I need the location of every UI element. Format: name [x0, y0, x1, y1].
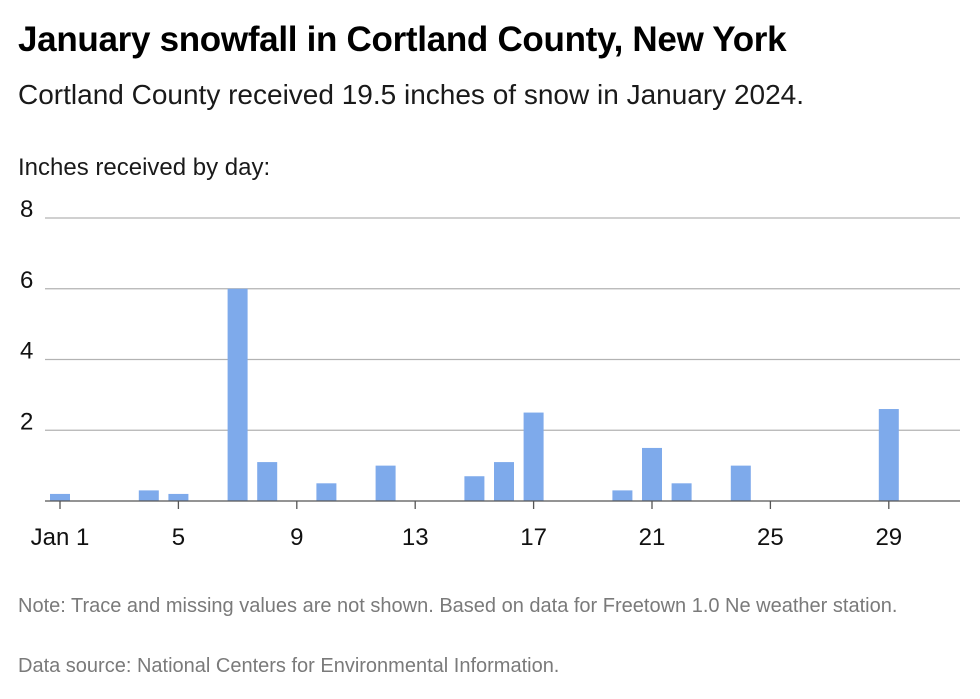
axes: 2 4 6 8 Jan 1 5 9 13 17 21 25 29	[20, 196, 960, 551]
bar-day-21	[642, 447, 662, 501]
bar-day-4	[138, 490, 159, 501]
x-tick-label: 13	[402, 524, 429, 551]
chart-note: Note: Trace and missing values are not s…	[18, 595, 898, 617]
bar-day-5	[168, 493, 189, 501]
bar-day-15	[464, 476, 485, 501]
y-tick-label: 2	[20, 408, 33, 435]
bar-day-1	[50, 493, 70, 501]
bar-day-22	[671, 483, 692, 501]
bar-day-10	[316, 483, 337, 501]
x-tick-label: 29	[875, 524, 902, 551]
y-axis-caption: Inches received by day:	[18, 154, 271, 181]
x-tick-label: Jan 1	[31, 524, 90, 551]
x-tick-label: 25	[757, 524, 784, 551]
bar-day-17	[523, 412, 544, 501]
y-tick-label: 8	[20, 196, 33, 223]
chart-subtitle: Cortland County received 19.5 inches of …	[18, 79, 805, 110]
data-source: Data source: National Centers for Enviro…	[18, 655, 560, 677]
bar-day-24	[730, 465, 751, 501]
bar-day-12	[375, 465, 396, 501]
bars	[50, 288, 899, 501]
bar-day-8	[257, 462, 278, 501]
x-tick-label: 21	[639, 524, 666, 551]
y-tick-label: 4	[20, 338, 33, 365]
bar-day-29	[878, 409, 899, 501]
y-tick-label: 6	[20, 267, 33, 294]
gridlines	[45, 217, 960, 431]
chart-title: January snowfall in Cortland County, New…	[18, 20, 787, 59]
x-tick-label: 9	[290, 524, 303, 551]
bar-day-20	[612, 490, 633, 501]
x-tick-label: 5	[172, 524, 185, 551]
bar-day-16	[494, 462, 514, 501]
x-tick-label: 17	[520, 524, 547, 551]
bar-day-7	[227, 288, 248, 501]
